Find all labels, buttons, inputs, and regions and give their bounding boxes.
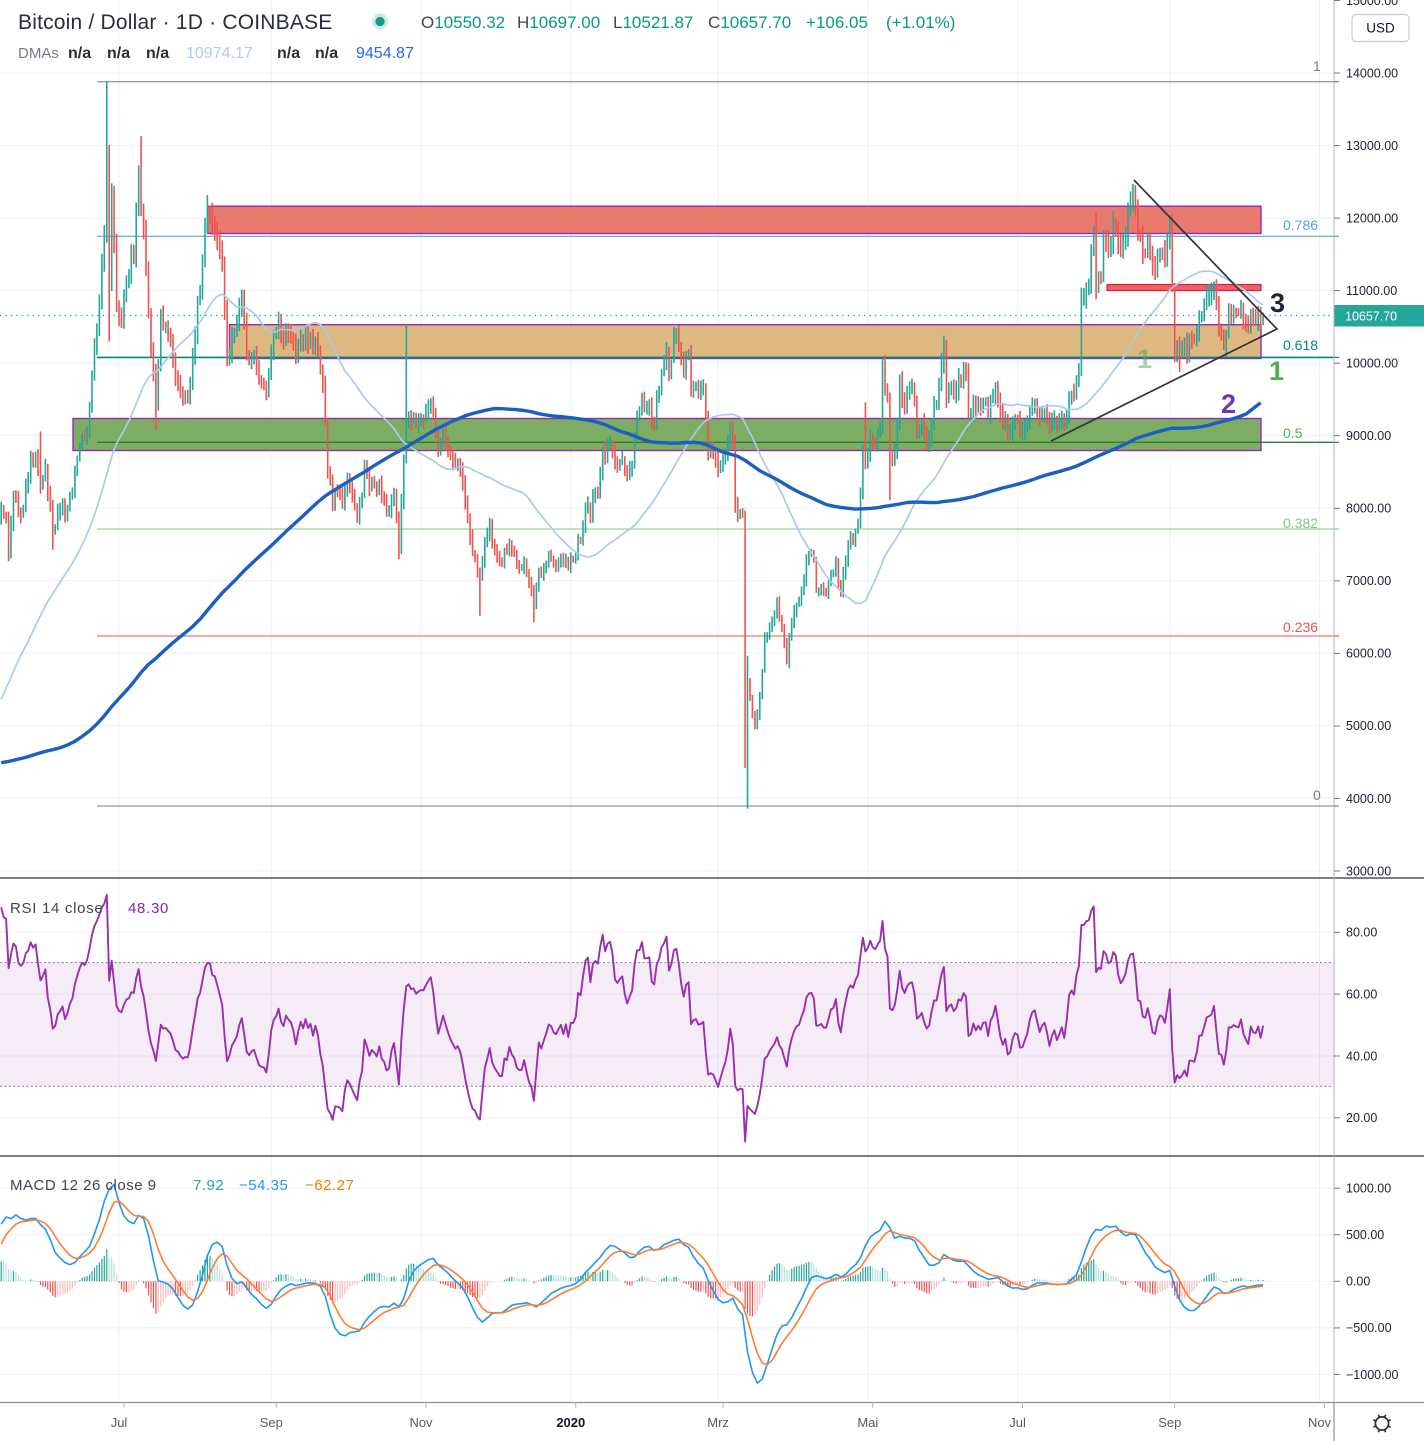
svg-text:13000.00: 13000.00 [1346,139,1398,153]
svg-text:7000.00: 7000.00 [1346,574,1391,588]
svg-text:3000.00: 3000.00 [1346,864,1391,878]
svg-text:5000.00: 5000.00 [1346,719,1391,733]
svg-text:0.236: 0.236 [1283,619,1318,635]
svg-text:Mrz: Mrz [707,1415,729,1430]
svg-text:20.00: 20.00 [1346,1111,1377,1125]
svg-text:MACD 12 26 close 9: MACD 12 26 close 9 [10,1177,157,1194]
svg-text:6000.00: 6000.00 [1346,647,1391,661]
svg-text:11000.00: 11000.00 [1346,284,1397,298]
svg-text:1: 1 [1269,356,1284,386]
svg-text:10657.70: 10657.70 [1345,310,1397,324]
svg-text:−1000.00: −1000.00 [1346,1368,1399,1382]
svg-text:Jul: Jul [111,1415,128,1430]
svg-text:7.92: 7.92 [193,1177,224,1194]
svg-text:0.5: 0.5 [1283,425,1303,441]
svg-text:3: 3 [1270,288,1285,318]
svg-text:Sep: Sep [1158,1415,1181,1430]
svg-text:Sep: Sep [260,1415,283,1430]
svg-text:0.618: 0.618 [1283,337,1318,353]
svg-text:48.30: 48.30 [128,900,169,917]
svg-text:Jul: Jul [1009,1415,1026,1430]
svg-text:Nov: Nov [1308,1415,1332,1430]
svg-text:2020: 2020 [556,1415,585,1430]
svg-text:15000.00: 15000.00 [1346,0,1398,8]
svg-text:1000.00: 1000.00 [1346,1182,1391,1196]
svg-text:12000.00: 12000.00 [1346,211,1398,225]
svg-text:RSI 14 close: RSI 14 close [10,900,103,917]
svg-text:14000.00: 14000.00 [1346,66,1398,80]
svg-text:40.00: 40.00 [1346,1049,1377,1063]
svg-text:0.786: 0.786 [1283,217,1318,233]
svg-text:−62.27: −62.27 [305,1177,354,1194]
svg-text:Nov: Nov [409,1415,433,1430]
svg-text:DMAs: DMAs [18,45,59,62]
svg-text:0.00: 0.00 [1346,1275,1370,1289]
svg-text:4000.00: 4000.00 [1346,792,1391,806]
svg-text:9000.00: 9000.00 [1346,429,1391,443]
svg-text:8000.00: 8000.00 [1346,502,1391,516]
svg-text:10000.00: 10000.00 [1346,357,1398,371]
svg-text:0.382: 0.382 [1283,515,1318,531]
svg-text:60.00: 60.00 [1346,987,1377,1001]
svg-text:Bitcoin / Dollar · 1D · COINBA: Bitcoin / Dollar · 1D · COINBASE [18,11,332,34]
svg-text:Mai: Mai [857,1415,878,1430]
svg-text:−54.35: −54.35 [239,1177,288,1194]
svg-text:USD: USD [1366,21,1395,36]
svg-text:2: 2 [1221,389,1236,419]
svg-text:80.00: 80.00 [1346,926,1377,940]
svg-text:1: 1 [1313,58,1321,74]
svg-text:0: 0 [1313,787,1321,803]
svg-text:−500.00: −500.00 [1346,1321,1392,1335]
svg-text:1: 1 [1137,344,1152,374]
svg-text:500.00: 500.00 [1346,1228,1384,1242]
